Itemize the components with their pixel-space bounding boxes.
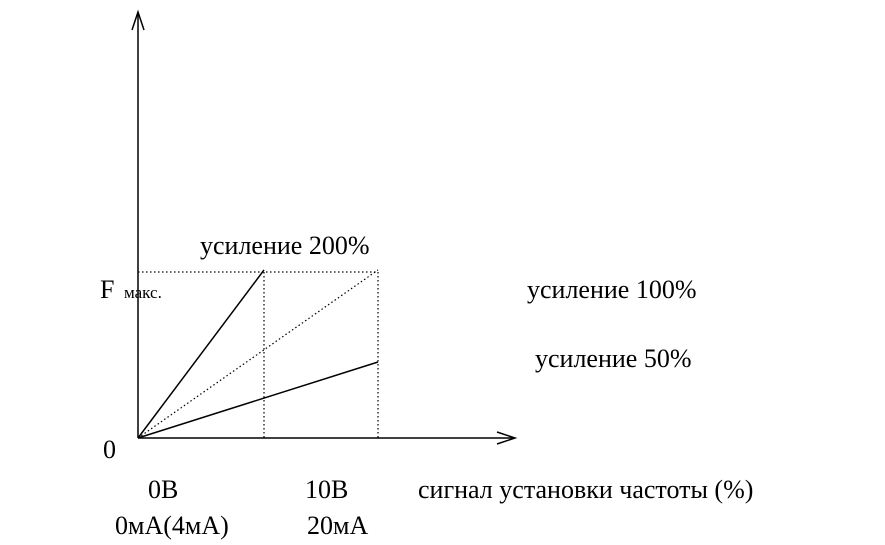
gain-100-label: усиление 100% bbox=[527, 275, 697, 304]
x-axis-label: сигнал установки частоты (%) bbox=[418, 475, 753, 504]
gain-50-label: усиление 50% bbox=[535, 344, 692, 373]
origin-label: 0 bbox=[103, 435, 116, 464]
gain-200-line bbox=[137, 269, 265, 439]
x-axis-arrow bbox=[496, 431, 518, 445]
gain-100-line bbox=[137, 269, 379, 439]
x0-voltage-label: 0В bbox=[148, 475, 178, 504]
x1-voltage-label: 10В bbox=[305, 475, 348, 504]
f-label: F bbox=[100, 275, 114, 304]
fmax-label: макс. bbox=[124, 283, 162, 302]
x0-current-label: 0мА(4мА) bbox=[115, 511, 229, 540]
gain-200-label: усиление 200% bbox=[200, 231, 370, 260]
x1-current-label: 20мА bbox=[307, 511, 368, 540]
y-axis-arrow bbox=[131, 9, 145, 31]
gain-50-line bbox=[137, 361, 379, 439]
